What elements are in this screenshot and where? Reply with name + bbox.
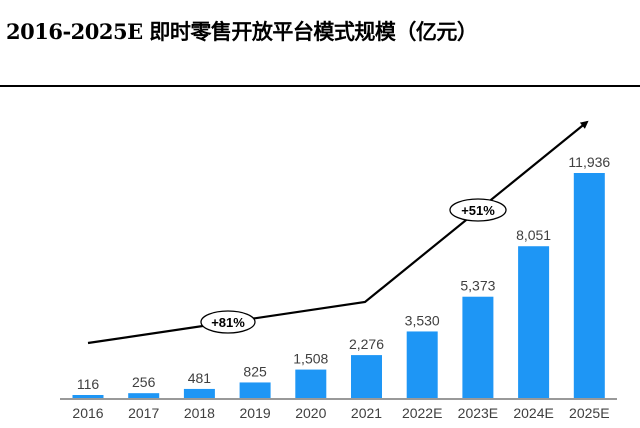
data-label: 2,276 <box>349 336 384 352</box>
bar-2020 <box>295 369 327 398</box>
x-tick-label: 2018 <box>184 405 215 421</box>
bar-2016 <box>72 395 104 398</box>
bar-2024E <box>518 246 550 398</box>
bar-2019 <box>239 382 271 398</box>
bar-2017 <box>128 393 160 398</box>
x-tick-label: 2019 <box>240 405 271 421</box>
bar-2023E <box>462 296 494 398</box>
bar-2025E <box>573 173 605 398</box>
data-label: 5,373 <box>460 278 495 294</box>
chart-title: 2016-2025E 即时零售开放平台模式规模（亿元） <box>6 19 478 44</box>
annotation-cagr-2016-2021: +81% <box>200 310 256 334</box>
data-label: 256 <box>132 374 156 390</box>
x-tick-label: 2016 <box>72 405 103 421</box>
data-label: 481 <box>188 370 212 386</box>
bar-2018 <box>183 388 215 398</box>
data-label: 8,051 <box>516 227 551 243</box>
annotation-cagr-2021-2025: +51% <box>449 198 507 222</box>
x-tick-label: 2023E <box>458 405 498 421</box>
data-label: 3,530 <box>405 312 440 328</box>
data-label: 1,508 <box>293 351 328 367</box>
bar-2021 <box>351 355 382 398</box>
x-tick-label: 2020 <box>295 405 326 421</box>
x-tick-label: 2021 <box>351 405 382 421</box>
bar-2022E <box>406 331 438 398</box>
data-label: 825 <box>243 363 267 379</box>
annotation-label: +81% <box>211 315 245 330</box>
x-tick-label: 2024E <box>513 405 553 421</box>
x-tick-label: 2025E <box>569 405 609 421</box>
growth-trend-arrow <box>87 120 589 345</box>
x-tick-label: 2022E <box>402 405 442 421</box>
x-tick-label: 2017 <box>128 405 159 421</box>
data-label: 116 <box>77 376 100 392</box>
title-divider <box>0 85 640 87</box>
data-label: 11,936 <box>568 154 610 170</box>
annotation-label: +51% <box>461 203 495 218</box>
